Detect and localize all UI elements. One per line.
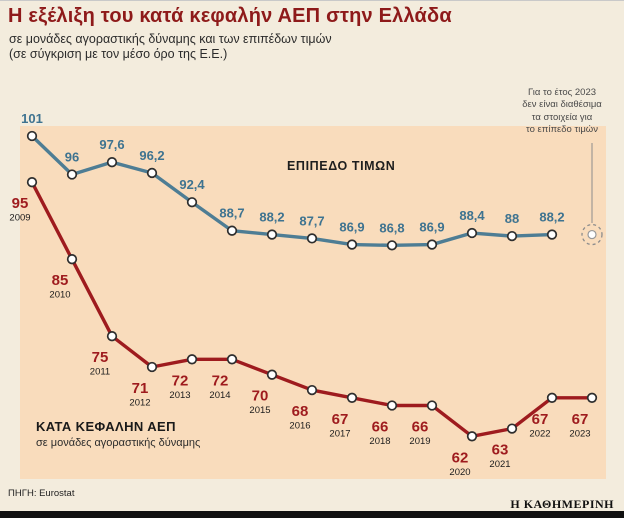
gdp-data-point bbox=[466, 431, 478, 442]
year-label: 2016 bbox=[289, 421, 310, 432]
price-level-data-point bbox=[466, 227, 478, 239]
price-level-data-point bbox=[506, 230, 518, 242]
price-level-data-point bbox=[226, 225, 238, 236]
gdp-value-label: 75 bbox=[92, 349, 109, 366]
newspaper-brand: Η ΚΑΘΗΜΕΡΙΝΗ bbox=[510, 497, 614, 511]
page-title: Η εξέλιξη του κατά κεφαλήν ΑΕΠ στην Ελλά… bbox=[8, 5, 452, 27]
year-label: 2021 bbox=[489, 459, 510, 470]
price-level-value-label: 88 bbox=[505, 211, 519, 226]
gdp-value-label: 71 bbox=[132, 380, 149, 397]
price-level-value-label: 88,4 bbox=[459, 208, 485, 223]
year-label: 2017 bbox=[329, 428, 350, 439]
price-level-value-label: 101 bbox=[21, 111, 43, 126]
gdp-data-point bbox=[226, 354, 238, 365]
price-level-value-label: 96 bbox=[65, 150, 79, 165]
price-level-value-label: 86,8 bbox=[379, 220, 404, 235]
gdp-value-label: 67 bbox=[572, 411, 589, 428]
year-label: 2013 bbox=[169, 390, 190, 401]
year-label: 2015 bbox=[249, 405, 270, 416]
gdp-data-point bbox=[426, 400, 438, 411]
gdp-data-point bbox=[186, 354, 198, 365]
price-level-data-point bbox=[306, 233, 318, 244]
gdp-value-label: 95 bbox=[12, 195, 29, 212]
gdp-value-label: 72 bbox=[172, 372, 189, 389]
missing-data-point bbox=[587, 229, 597, 240]
year-label: 2019 bbox=[409, 436, 430, 447]
year-label: 2020 bbox=[449, 467, 470, 478]
gdp-value-label: 67 bbox=[532, 411, 549, 428]
gdp-value-label: 67 bbox=[332, 411, 349, 428]
series-label-price-level: ΕΠΙΠΕΔΟ ΤΙΜΩΝ bbox=[287, 159, 396, 173]
subtitle-line-1: σε μονάδες αγοραστικής δύναμης και των ε… bbox=[9, 32, 332, 46]
price-level-data-point bbox=[146, 167, 158, 179]
price-level-value-label: 88,2 bbox=[539, 210, 564, 225]
gdp-value-label: 72 bbox=[212, 372, 229, 389]
gdp-value-label: 85 bbox=[52, 272, 69, 289]
gdp-value-label: 66 bbox=[412, 419, 429, 436]
gdp-data-point bbox=[506, 423, 518, 434]
price-level-value-label: 86,9 bbox=[419, 220, 444, 235]
price-level-value-label: 88,7 bbox=[219, 206, 244, 221]
gdp-data-point bbox=[546, 392, 558, 403]
gdp-data-point bbox=[266, 369, 278, 380]
gdp-data-point bbox=[586, 392, 598, 403]
gdp-data-point bbox=[146, 361, 158, 373]
year-label: 2012 bbox=[129, 398, 150, 409]
price-level-data-point bbox=[426, 239, 438, 250]
gdp-data-point bbox=[346, 392, 358, 403]
price-level-value-label: 87,7 bbox=[299, 213, 324, 228]
price-level-data-point bbox=[66, 169, 78, 180]
gdp-value-label: 70 bbox=[252, 388, 269, 405]
price-level-data-point bbox=[546, 229, 558, 240]
year-label: 2011 bbox=[90, 367, 110, 378]
year-label: 2022 bbox=[529, 428, 550, 439]
gdp-data-point bbox=[66, 254, 78, 265]
price-level-data-point bbox=[186, 197, 198, 208]
price-level-value-label: 86,9 bbox=[339, 220, 364, 235]
source-credit: ΠΗΓΗ: Eurostat bbox=[8, 488, 75, 499]
price-level-value-label: 92,4 bbox=[179, 177, 205, 192]
gdp-value-label: 66 bbox=[372, 419, 389, 436]
year-label: 2009 bbox=[9, 213, 30, 224]
subtitle-line-2: (σε σύγκριση με τον μέσο όρο της Ε.Ε.) bbox=[9, 47, 228, 61]
year-label: 2018 bbox=[369, 436, 390, 447]
price-level-data-point bbox=[106, 157, 118, 168]
price-level-line bbox=[30, 134, 554, 248]
price-level-data-point bbox=[386, 240, 398, 251]
missing-data-note: Για το έτος 2023 δεν είναι διαθέσιμα τα … bbox=[522, 87, 602, 136]
series-label-gdp-per-capita: ΚΑΤΑ ΚΕΦΑΛΗΝ ΑΕΠ bbox=[36, 419, 176, 434]
year-label: 2010 bbox=[49, 290, 70, 301]
price-level-data-point bbox=[26, 130, 38, 142]
gdp-value-label: 63 bbox=[492, 442, 509, 459]
gdp-data-point bbox=[306, 384, 318, 396]
missing-data-circle bbox=[581, 223, 603, 246]
price-level-value-label: 88,2 bbox=[259, 210, 284, 225]
gdp-data-point bbox=[386, 400, 398, 411]
gdp-data-point bbox=[26, 177, 38, 188]
gdp-value-label: 62 bbox=[452, 449, 469, 466]
series-sublabel-gdp-units: σε μονάδες αγοραστικής δύναμης bbox=[36, 437, 201, 449]
gdp-value-label: 68 bbox=[292, 403, 309, 420]
year-label: 2023 bbox=[569, 428, 590, 439]
gdp-data-point bbox=[106, 331, 118, 342]
price-level-value-label: 97,6 bbox=[99, 137, 124, 152]
bottom-rule bbox=[0, 511, 624, 518]
price-level-value-label: 96,2 bbox=[139, 148, 164, 163]
plot-area bbox=[20, 126, 606, 479]
price-level-data-point bbox=[266, 229, 278, 240]
price-level-data-point bbox=[346, 239, 358, 250]
year-label: 2014 bbox=[209, 390, 230, 401]
